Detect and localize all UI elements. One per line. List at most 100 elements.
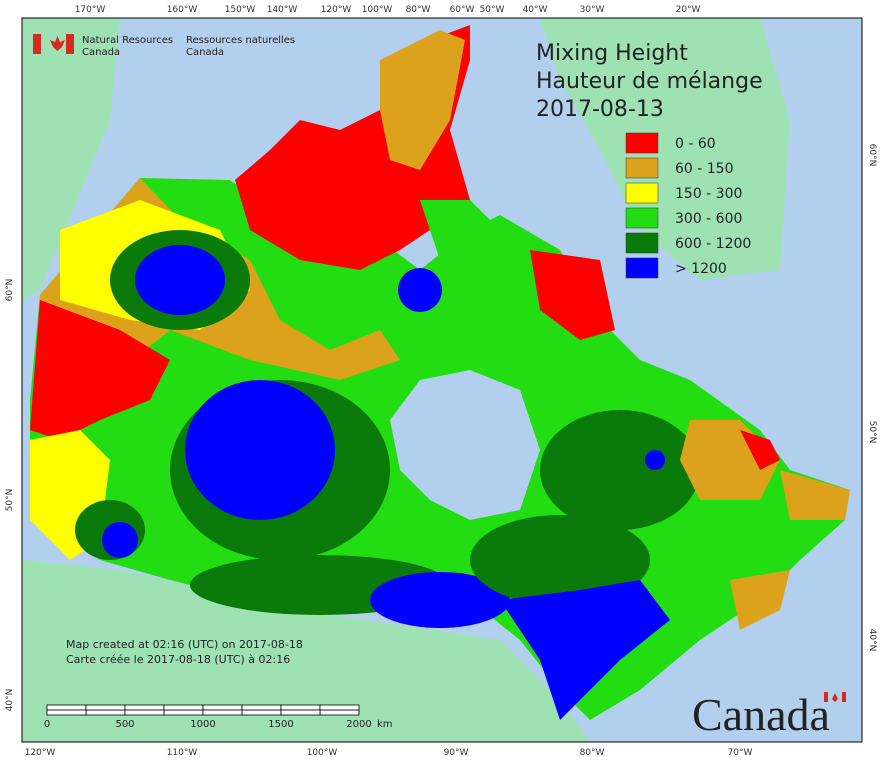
maritimes	[730, 570, 790, 630]
latitude-label: 50°N	[5, 489, 15, 512]
scale-label: 1500	[268, 719, 293, 730]
wordmark-flag	[824, 692, 828, 702]
scale-segment	[241, 704, 282, 711]
note: Carte créée le 2017-08-18 (UTC) à 02:16	[66, 653, 290, 666]
dept-fr: Canada	[186, 47, 224, 58]
scale-segment	[280, 704, 321, 711]
scale-segment	[46, 709, 87, 716]
alaska	[22, 18, 120, 300]
blob	[370, 572, 510, 628]
scale-label: 1000	[190, 719, 215, 730]
blob	[470, 515, 650, 605]
dept-en: Natural Resources	[82, 35, 173, 46]
baffin-green	[420, 200, 500, 260]
longitude-label: 140°W	[267, 5, 298, 15]
latitude-label: 50°N	[867, 421, 877, 444]
scale-segment	[202, 704, 243, 711]
flag-bar	[33, 34, 41, 54]
longitude-label: 30°W	[580, 5, 605, 15]
legend-label: 0 - 60	[675, 136, 716, 152]
scale-segment	[163, 709, 204, 716]
dept-en: Canada	[82, 47, 120, 58]
legend-swatch	[625, 132, 659, 154]
graticule-labels: 170°W 160°W 150°W 140°W 120°W 100°W 80°W 60°W 50…	[5, 5, 877, 758]
latitude-label: 40°N	[5, 689, 15, 712]
longitude-label: 170°W	[75, 5, 106, 15]
blob	[645, 450, 665, 470]
longitude-label: 60°W	[450, 5, 475, 15]
longitude-label: 110°W	[167, 748, 198, 758]
longitude-label: 150°W	[225, 5, 256, 15]
flag-leaf	[50, 36, 65, 51]
scale-segment	[85, 704, 126, 711]
longitude-label: 100°W	[307, 748, 338, 758]
legend-label: > 1200	[675, 261, 727, 277]
scale-segment	[319, 704, 360, 711]
latitude-label: 60°N	[867, 144, 877, 167]
legend: 0 - 60 60 - 150 150 - 300 300 - 600 600 - 12…	[625, 132, 751, 279]
map-area	[22, 18, 862, 742]
wordmark-flag	[832, 693, 838, 702]
longitude-label: 20°W	[676, 5, 701, 15]
longitude-label: 50°W	[480, 5, 505, 15]
title: 2017-08-13	[536, 97, 664, 122]
baffin-red	[530, 250, 615, 340]
legend-label: 150 - 300	[675, 186, 742, 202]
united-states	[22, 560, 590, 742]
blob	[185, 380, 335, 520]
legend-swatch	[625, 232, 659, 254]
legend-label: 60 - 150	[675, 161, 734, 177]
longitude-label: 120°W	[25, 748, 56, 758]
scale-segment	[85, 709, 126, 716]
scale-label: 0	[44, 719, 50, 730]
hudson-bay	[390, 370, 540, 520]
wordmark: Canada	[692, 689, 830, 740]
legend-swatch	[625, 182, 659, 204]
scale-bar: 0 500 1000 1500 2000 km	[44, 704, 393, 730]
scale-segment	[163, 704, 204, 711]
legend-swatch	[625, 207, 659, 229]
longitude-label: 120°W	[321, 5, 352, 15]
longitude-label: 40°W	[523, 5, 548, 15]
longitude-label: 160°W	[167, 5, 198, 15]
longitude-label: 100°W	[362, 5, 393, 15]
scale-segment	[241, 709, 282, 716]
dept-fr: Ressources naturelles	[186, 35, 295, 46]
newfoundland	[780, 470, 850, 520]
scale-unit: km	[377, 719, 393, 730]
blob	[540, 410, 700, 530]
longitude-label: 80°W	[406, 5, 431, 15]
blob	[398, 268, 442, 312]
blob	[102, 522, 138, 558]
longitude-label: 90°W	[444, 748, 469, 758]
title: Mixing Height	[536, 41, 688, 66]
legend-swatch	[625, 257, 659, 279]
note: Map created at 02:16 (UTC) on 2017-08-18	[66, 638, 303, 651]
frame	[21, 17, 863, 743]
scale-segment	[124, 709, 165, 716]
legend-label: 600 - 1200	[675, 236, 751, 252]
legend-label: 300 - 600	[675, 211, 742, 227]
scale-segment	[319, 709, 360, 716]
scale-segment	[124, 704, 165, 711]
great-lakes-blue	[500, 580, 670, 720]
scale-label: 2000	[346, 719, 371, 730]
flag-bar	[66, 34, 74, 54]
latitude-label: 40°N	[867, 629, 877, 652]
legend-swatch	[625, 157, 659, 179]
title: Hauteur de mélange	[536, 69, 763, 94]
scale-segment	[280, 709, 321, 716]
arctic-band	[380, 30, 465, 170]
scale-segment	[46, 704, 87, 711]
scale-segment	[202, 709, 243, 716]
wordmark-flag	[842, 692, 846, 702]
labrador-red	[740, 430, 780, 470]
longitude-label: 80°W	[580, 748, 605, 758]
west-red	[30, 300, 170, 440]
scale-label: 500	[115, 719, 134, 730]
blob	[135, 245, 225, 315]
greenland	[540, 18, 790, 280]
latitude-label: 60°N	[5, 279, 15, 302]
longitude-label: 70°W	[728, 748, 753, 758]
